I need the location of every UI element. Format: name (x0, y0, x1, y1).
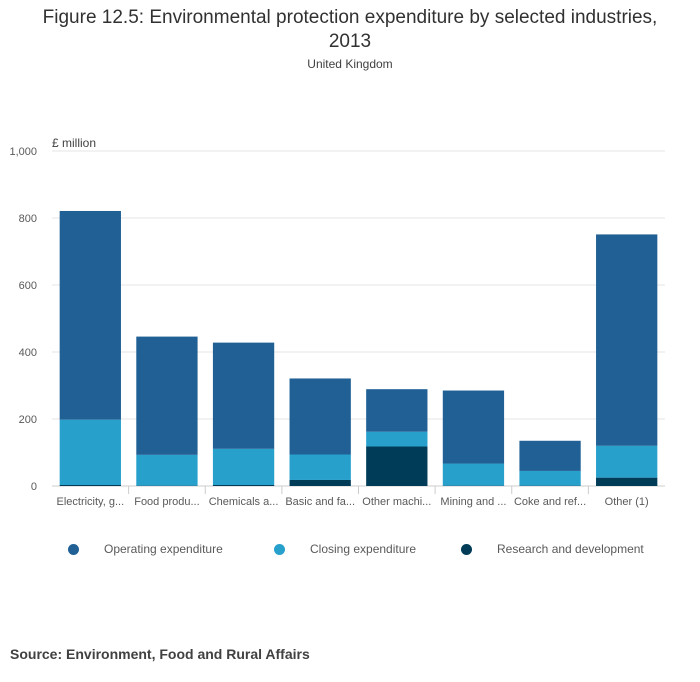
y-tick-label: 1,000 (9, 146, 37, 158)
legend-item[interactable]: Closing expenditure (274, 538, 416, 560)
legend-label: Closing expenditure (310, 542, 417, 556)
x-tick-label: Other (1) (605, 496, 649, 508)
stacked-bar-chart: £ million 0 200 400 600 800 1,000 Electricity… (9, 136, 665, 508)
bar-segment-closing-expenditure (289, 454, 351, 480)
legend-label: Research and development (497, 542, 644, 556)
x-tick-label: Food produ... (134, 496, 199, 508)
bar-segment-operating-expenditure (59, 210, 121, 420)
x-tick-label: Electricity, g... (56, 496, 124, 508)
bar-segment-closing-expenditure (519, 470, 581, 486)
x-tick-label: Basic and fa... (285, 496, 355, 508)
bar-segment-operating-expenditure (442, 390, 505, 464)
y-tick-label: 200 (19, 414, 37, 426)
y-axis-ticks: 0 200 400 600 800 1,000 (9, 146, 37, 493)
chart-title: Figure 12.5: Environmental protection ex… (42, 7, 658, 52)
legend-label: Operating expenditure (104, 542, 223, 556)
legend: Operating expenditure Closing expenditure… (0, 538, 700, 560)
legend-item[interactable]: Operating expenditure (68, 538, 223, 560)
x-axis-ticks: Electricity, g... Food produ... Chemicals … (56, 486, 649, 508)
y-tick-label: 600 (19, 280, 37, 292)
bars (59, 210, 658, 486)
legend-item[interactable]: Research and development (461, 538, 644, 560)
chart-subtitle: United Kingdom (307, 57, 393, 71)
bar-segment-closing-expenditure (366, 431, 428, 447)
x-tick-label: Coke and ref... (514, 496, 586, 508)
source-note: Source: Environment, Food and Rural Affa… (10, 646, 310, 662)
bar-segment-operating-expenditure (289, 378, 351, 455)
y-tick-label: 400 (19, 347, 37, 359)
bar-segment-research-and-development (596, 477, 658, 486)
bar-segment-closing-expenditure (212, 448, 275, 485)
bar-segment-operating-expenditure (596, 234, 658, 446)
bar-segment-closing-expenditure (59, 419, 121, 485)
bar-segment-closing-expenditure (442, 463, 505, 486)
bar-segment-operating-expenditure (519, 440, 581, 471)
y-tick-label: 0 (31, 481, 37, 493)
bar-segment-research-and-development (212, 484, 275, 486)
legend-swatch (274, 543, 285, 555)
x-tick-label: Other machi... (362, 496, 431, 508)
bar-segment-operating-expenditure (136, 336, 198, 455)
y-axis-label: £ million (52, 136, 96, 150)
bar-segment-operating-expenditure (366, 389, 428, 432)
bar-segment-research-and-development (59, 484, 121, 486)
x-tick-label: Chemicals a... (209, 496, 279, 508)
bar-segment-research-and-development (289, 479, 351, 486)
x-tick-label: Mining and ... (440, 496, 506, 508)
y-tick-label: 800 (19, 213, 37, 225)
legend-swatch (461, 543, 472, 555)
bar-segment-closing-expenditure (596, 445, 658, 478)
bar-segment-closing-expenditure (136, 454, 198, 486)
legend-swatch (68, 543, 79, 555)
bar-segment-operating-expenditure (212, 342, 275, 449)
bar-segment-research-and-development (366, 446, 428, 486)
